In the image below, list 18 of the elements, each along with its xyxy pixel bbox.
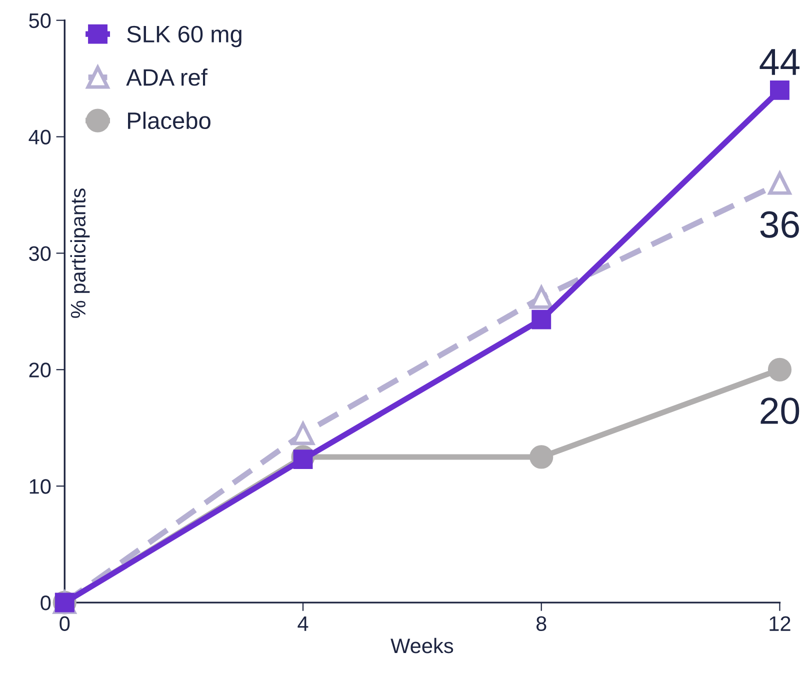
data-label: 20 bbox=[760, 398, 800, 424]
x-tick-label: 4 bbox=[298, 616, 308, 631]
x-tick-label: 12 bbox=[770, 616, 790, 631]
y-tick-label: 40 bbox=[28, 130, 51, 145]
x-tick-label: 8 bbox=[536, 616, 546, 632]
y-tick-label: 30 bbox=[29, 246, 51, 261]
y-tick-label: 20 bbox=[29, 362, 51, 378]
data-label: 36 bbox=[760, 211, 799, 238]
y-tick-label: 10 bbox=[30, 479, 51, 494]
data-label: 44 bbox=[760, 49, 800, 75]
legend-label: Placebo bbox=[128, 112, 210, 130]
y-tick-label: 50 bbox=[29, 13, 51, 28]
legend-label: ADA ref bbox=[126, 68, 208, 86]
x-axis-title: Weeks bbox=[390, 638, 454, 654]
y-axis-title: % participants bbox=[70, 188, 90, 318]
legend-label: SLK 60 mg bbox=[127, 26, 242, 48]
y-tick-label: 0 bbox=[40, 596, 51, 610]
x-tick-label: 0 bbox=[60, 616, 70, 632]
